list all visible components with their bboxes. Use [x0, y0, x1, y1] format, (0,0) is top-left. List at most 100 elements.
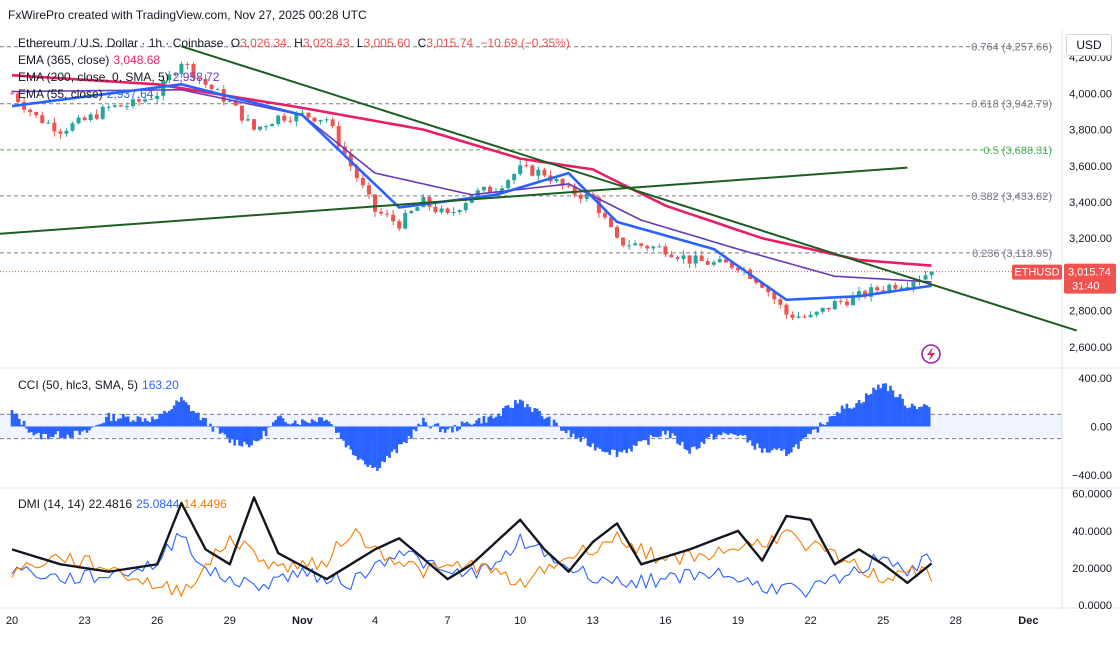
- cci-bar: [54, 426, 57, 435]
- candle-body: [639, 243, 644, 246]
- cci-bar: [88, 426, 91, 431]
- cci-bar: [124, 416, 128, 427]
- cci-bar: [204, 417, 207, 427]
- cci-bar: [274, 419, 278, 427]
- cci-bar: [151, 416, 154, 427]
- cci-bar: [821, 424, 824, 427]
- cci-bar: [521, 400, 524, 427]
- cci-bar: [122, 413, 125, 427]
- cci-bar: [47, 426, 50, 440]
- cci-bar: [901, 398, 904, 427]
- cci-bar: [289, 424, 292, 427]
- candle-body: [911, 281, 916, 288]
- candle-body: [239, 105, 244, 121]
- cci-bar: [533, 408, 537, 427]
- cci-bar: [485, 422, 488, 427]
- cci-bar: [44, 426, 48, 434]
- cci-bar: [668, 426, 672, 439]
- cci-bar: [385, 426, 389, 456]
- currency-button[interactable]: USD: [1066, 34, 1112, 56]
- cci-bar: [431, 425, 435, 427]
- cci-bar: [361, 426, 365, 461]
- cci-bar: [400, 426, 403, 445]
- cci-bar: [480, 423, 483, 427]
- cci-bar: [129, 422, 132, 427]
- candle-body: [844, 301, 849, 306]
- cci-bar: [308, 423, 311, 427]
- cci-bar: [56, 426, 60, 432]
- cci-bar: [596, 426, 599, 448]
- cci-bar: [685, 426, 689, 451]
- cci-bar: [569, 426, 573, 438]
- cci-bar: [320, 417, 324, 427]
- candle-body: [790, 314, 795, 318]
- candle-body: [615, 227, 619, 238]
- cci-bar: [272, 422, 275, 427]
- cci-bar: [296, 423, 299, 427]
- lightning-icon[interactable]: [921, 344, 941, 364]
- candle-body: [64, 130, 69, 134]
- cci-bar: [163, 410, 166, 427]
- cci-bar: [610, 426, 614, 450]
- cci-bar: [557, 426, 561, 427]
- candle-body: [366, 185, 371, 195]
- cci-bar: [809, 426, 812, 434]
- cci-bar: [371, 426, 374, 469]
- cci-tick-label: 0.00: [1091, 421, 1112, 433]
- cci-bar: [811, 426, 815, 430]
- cci-bar: [606, 426, 609, 453]
- cci-bar: [388, 426, 391, 458]
- cci-bar: [262, 426, 265, 431]
- cci-bar: [848, 408, 851, 427]
- cci-bar: [562, 426, 566, 431]
- cci-bar: [891, 390, 895, 427]
- cci-bar: [334, 426, 338, 433]
- cci-bar: [840, 405, 844, 427]
- cci-bar: [659, 426, 662, 437]
- cci-bar: [639, 426, 643, 442]
- cci-bar: [806, 426, 810, 434]
- cci-bar: [869, 393, 873, 427]
- time-tick-label: 19: [732, 615, 744, 627]
- cci-bar: [240, 426, 244, 447]
- dmi-legend[interactable]: DMI (14, 14) 22.4816 25.0844 14.4496: [18, 497, 231, 511]
- ema365-legend[interactable]: EMA (365, close) 3,048.68: [18, 53, 164, 67]
- cci-bar: [731, 426, 735, 435]
- ema200-value: 2,958.72: [172, 70, 220, 84]
- candle-body: [512, 174, 517, 181]
- cci-pane: [0, 383, 1062, 471]
- candle-body: [778, 299, 783, 305]
- ema55-legend[interactable]: EMA (55, close) 2,937.64: [18, 87, 157, 101]
- cci-bar: [514, 400, 517, 427]
- cci-bar: [325, 419, 328, 427]
- cci-bar: [927, 406, 931, 427]
- candle-body: [784, 304, 789, 315]
- candle-body: [131, 99, 135, 107]
- cci-legend[interactable]: CCI (50, hlc3, SMA, 5) 163.20: [18, 378, 183, 392]
- cci-bar: [511, 407, 515, 427]
- cci-bar: [17, 418, 21, 427]
- candle-body: [850, 295, 855, 306]
- cci-bar: [688, 426, 691, 454]
- cci-bar: [182, 400, 186, 427]
- candle-body: [167, 74, 172, 81]
- cci-bar: [644, 426, 648, 441]
- cci-bar: [80, 426, 84, 432]
- cci-bar: [835, 411, 839, 427]
- time-tick-label: 13: [587, 615, 599, 627]
- cci-bar: [867, 395, 870, 427]
- cci-bar: [291, 423, 295, 427]
- ema200-legend[interactable]: EMA (200, close, 0, SMA, 5) 2,958.72: [18, 70, 223, 84]
- candle-body: [657, 246, 662, 248]
- cci-bar: [10, 410, 14, 427]
- candle-body: [197, 77, 202, 80]
- cci-bar: [221, 426, 224, 433]
- cci-bar: [743, 426, 747, 435]
- cci-bar: [826, 422, 829, 427]
- price-tick-label: 3,400.00: [1069, 197, 1112, 209]
- price-tick-label: 3,800.00: [1069, 125, 1112, 137]
- time-tick-label: 26: [151, 615, 163, 627]
- cci-bar: [581, 426, 585, 437]
- candle-body: [893, 284, 898, 289]
